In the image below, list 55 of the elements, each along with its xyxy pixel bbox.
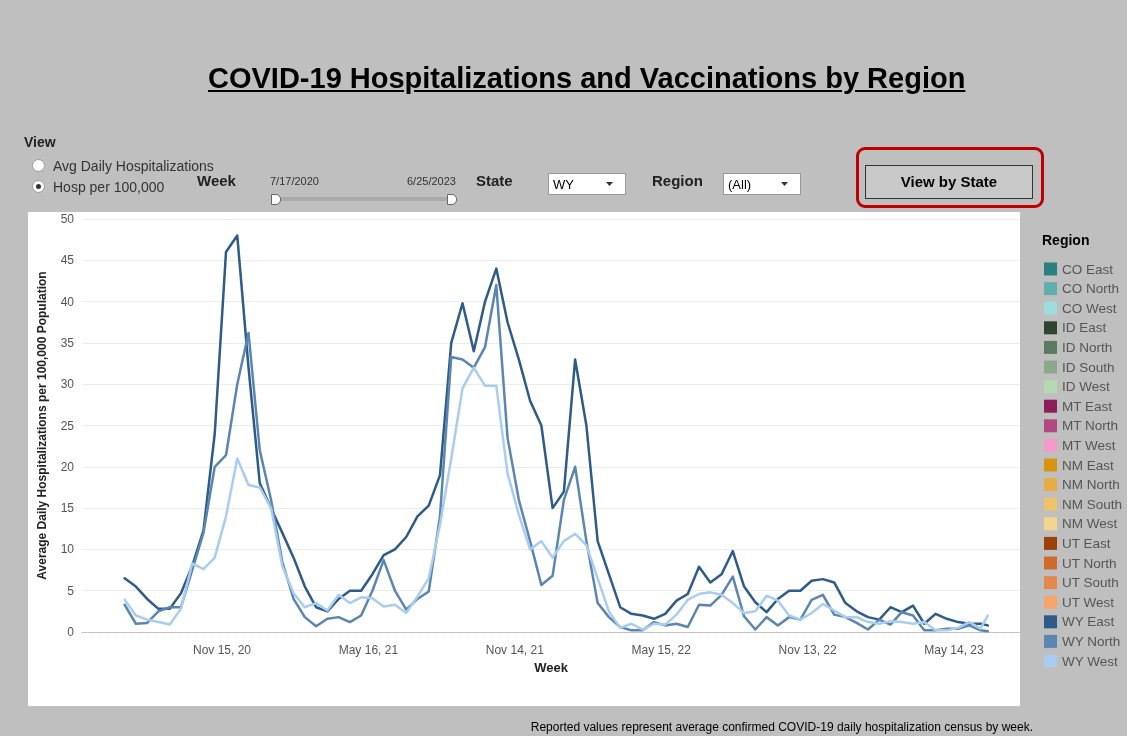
legend-label: UT East: [1061, 535, 1111, 551]
legend-label: CO West: [1061, 300, 1117, 316]
legend-label: ID East: [1061, 320, 1107, 336]
legend-label: CO North: [1061, 281, 1119, 297]
y-tick-label: 5: [67, 583, 75, 598]
legend-label: NM East: [1061, 457, 1114, 473]
text: 6/25/2023: [407, 175, 456, 187]
line-series: [123, 366, 990, 632]
y-tick-label: 25: [60, 418, 75, 433]
legend-label: WY East: [1061, 614, 1115, 630]
y-axis-title: Average Daily Hospitalizations per 100,000 Population: [35, 271, 49, 580]
legend-title: Region: [1042, 232, 1090, 248]
x-axis-title: Week: [534, 659, 569, 675]
text: Avg Daily Hospitalizations: [53, 158, 214, 174]
y-tick-label: 15: [60, 501, 75, 516]
button: View by State: [865, 165, 1033, 199]
x-tick-label: May 15, 22: [631, 643, 692, 657]
y-tick-label: 10: [60, 542, 75, 557]
legend-label: MT North: [1061, 418, 1118, 434]
legend-label: NM North: [1061, 477, 1120, 493]
legend-label: NM West: [1061, 516, 1118, 532]
legend-label: WY West: [1061, 653, 1118, 669]
y-tick-label: 30: [60, 377, 75, 392]
text: Hosp per 100,000: [53, 179, 165, 195]
legend-label: ID West: [1061, 379, 1110, 395]
legend-label: UT North: [1061, 555, 1117, 571]
legend-label: UT South: [1061, 575, 1119, 591]
dropdown: (All): [723, 173, 801, 195]
x-tick-label: Nov 14, 21: [485, 643, 545, 657]
text: Week: [197, 172, 236, 189]
text: Reported values represent average confirmed COVID-19 daily hospitalization census by week.: [530, 720, 1033, 734]
dropdown: WY: [548, 173, 626, 195]
legend-label: UT West: [1061, 594, 1115, 610]
text: View: [24, 134, 56, 150]
y-tick-label: 50: [60, 212, 75, 226]
legend-label: MT East: [1061, 398, 1113, 414]
legend-label: WY North: [1061, 633, 1121, 649]
x-tick-label: May 14, 23: [924, 643, 985, 657]
text: State: [476, 172, 513, 189]
chart-title: COVID-19 Hospitalizations and Vaccinations by Region: [208, 62, 966, 95]
y-tick-label: 35: [60, 335, 75, 350]
y-tick-label: 0: [67, 625, 75, 639]
legend-label: ID North: [1061, 339, 1113, 355]
x-tick-label: May 16, 21: [338, 643, 399, 657]
legend-label: ID South: [1061, 359, 1115, 375]
legend-label: MT West: [1061, 437, 1116, 453]
legend-label: CO East: [1061, 261, 1114, 277]
x-tick-label: Nov 15, 20: [192, 643, 252, 657]
x-tick-label: Nov 13, 22: [778, 643, 837, 657]
y-tick-label: 45: [60, 253, 75, 268]
text: Region: [652, 172, 703, 189]
y-tick-label: 20: [60, 459, 75, 474]
text: 7/17/2020: [270, 175, 319, 187]
legend-label: NM South: [1061, 496, 1123, 512]
y-tick-label: 40: [60, 294, 75, 309]
